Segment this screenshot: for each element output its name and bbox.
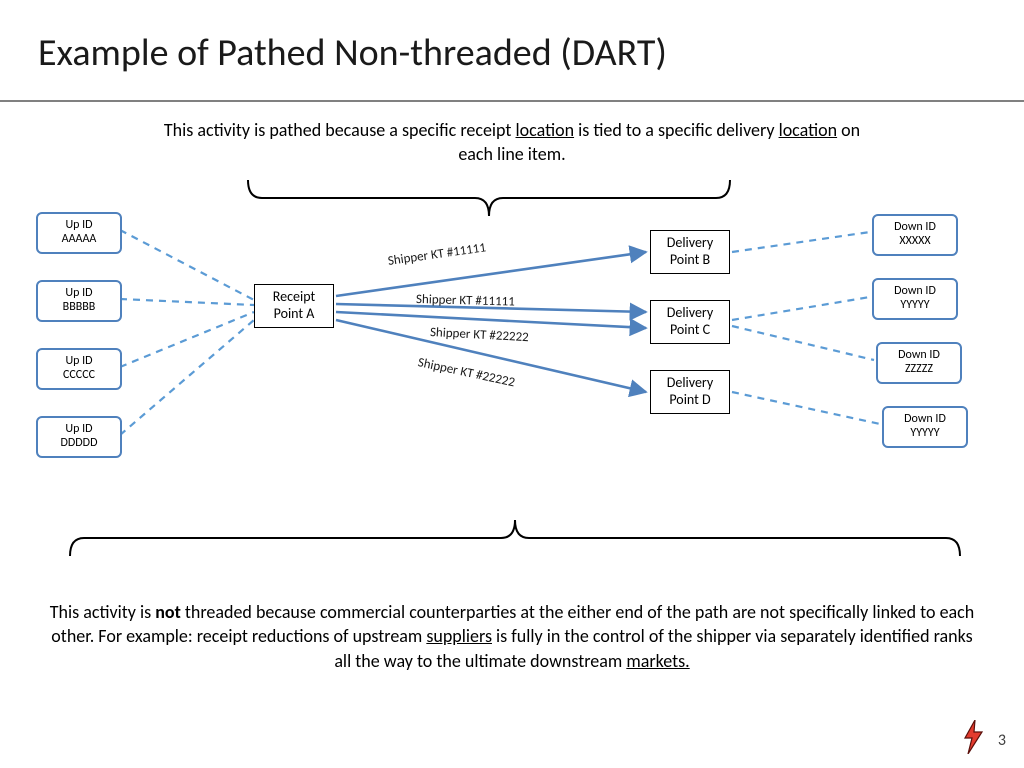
- subtitle-text: This activity is pathed because a specif…: [150, 118, 874, 167]
- up-id-box: Up ID BBBBB: [36, 280, 122, 322]
- down-id-box: Down ID YYYYY: [872, 278, 958, 320]
- title-rule: [0, 100, 1024, 102]
- delivery-point-node: Delivery Point B: [650, 230, 730, 274]
- down-id-box: Down ID XXXXX: [872, 214, 958, 256]
- bottom-u1: suppliers: [426, 625, 492, 647]
- bottom-bold: not: [155, 601, 181, 623]
- bottom-pre: This activity is: [50, 601, 155, 623]
- up-id-box: Up ID AAAAA: [36, 212, 122, 254]
- up-id-box: Up ID DDDDD: [36, 416, 122, 458]
- lightning-bolt-icon: [962, 720, 984, 754]
- slide: Example of Pathed Non-threaded (DART) Th…: [0, 0, 1024, 768]
- subtitle-u2: location: [779, 119, 838, 141]
- subtitle-mid: is tied to a specific delivery: [574, 119, 779, 141]
- down-id-box: Down ID ZZZZZ: [876, 342, 962, 384]
- slide-title: Example of Pathed Non-threaded (DART): [38, 30, 667, 76]
- shipper-kt-label: Shipper KT #11111: [387, 240, 487, 269]
- delivery-point-node: Delivery Point C: [650, 300, 730, 344]
- bottom-text: This activity is not threaded because co…: [48, 600, 976, 673]
- shipper-kt-label: Shipper KT #11111: [416, 292, 515, 310]
- subtitle-pre: This activity is pathed because a specif…: [164, 119, 516, 141]
- page-number: 3: [998, 731, 1006, 750]
- shipper-kt-label: Shipper KT #22222: [430, 325, 529, 345]
- up-id-box: Up ID CCCCC: [36, 348, 122, 390]
- shipper-kt-label: Shipper KT #22222: [416, 355, 516, 390]
- delivery-point-node: Delivery Point D: [650, 370, 730, 414]
- subtitle-u1: location: [516, 119, 575, 141]
- down-id-box: Down ID YYYYY: [882, 406, 968, 448]
- receipt-point-node: Receipt Point A: [254, 284, 334, 328]
- bottom-u2: markets.: [626, 650, 689, 672]
